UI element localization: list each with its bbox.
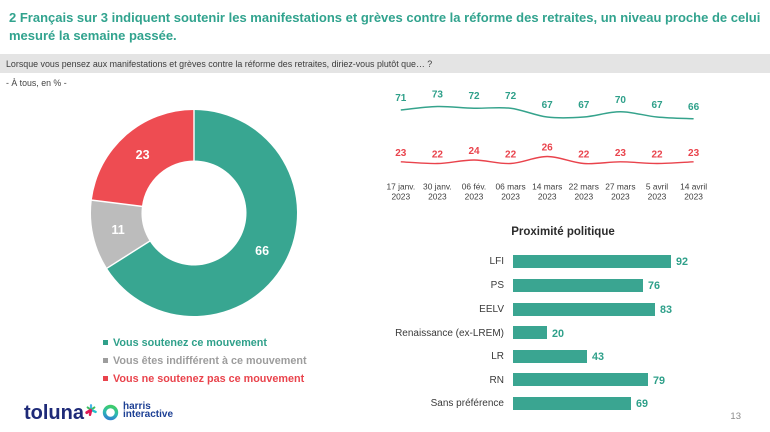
svg-text:2023: 2023 xyxy=(465,192,484,202)
svg-text:2023: 2023 xyxy=(611,192,630,202)
svg-text:22: 22 xyxy=(578,150,590,161)
svg-text:2023: 2023 xyxy=(648,192,667,202)
svg-text:14 avril: 14 avril xyxy=(680,182,707,192)
svg-text:23: 23 xyxy=(688,148,700,159)
svg-text:23: 23 xyxy=(136,148,150,162)
svg-text:23: 23 xyxy=(395,148,407,159)
svg-text:2023: 2023 xyxy=(391,192,410,202)
svg-text:14 mars: 14 mars xyxy=(532,182,562,192)
svg-text:2023: 2023 xyxy=(501,192,520,202)
svg-text:71: 71 xyxy=(395,93,407,104)
svg-text:22 mars: 22 mars xyxy=(569,182,599,192)
svg-text:30 janv.: 30 janv. xyxy=(423,182,452,192)
svg-text:2023: 2023 xyxy=(574,192,593,202)
svg-text:67: 67 xyxy=(578,100,590,111)
svg-text:72: 72 xyxy=(468,91,480,102)
svg-text:17 janv.: 17 janv. xyxy=(386,182,415,192)
svg-text:24: 24 xyxy=(468,146,480,157)
svg-text:26: 26 xyxy=(542,143,554,154)
svg-text:72: 72 xyxy=(505,91,517,102)
svg-text:67: 67 xyxy=(651,100,663,111)
svg-text:2023: 2023 xyxy=(684,192,703,202)
svg-text:66: 66 xyxy=(688,102,700,113)
svg-text:67: 67 xyxy=(542,100,554,111)
svg-text:22: 22 xyxy=(432,150,444,161)
svg-text:5 avril: 5 avril xyxy=(646,182,668,192)
svg-text:70: 70 xyxy=(615,95,627,106)
svg-text:23: 23 xyxy=(615,148,627,159)
svg-text:73: 73 xyxy=(432,90,444,101)
svg-text:2023: 2023 xyxy=(538,192,557,202)
svg-text:06 mars: 06 mars xyxy=(495,182,525,192)
svg-text:27 mars: 27 mars xyxy=(605,182,635,192)
svg-text:11: 11 xyxy=(111,223,124,237)
svg-text:66: 66 xyxy=(255,244,269,258)
svg-text:22: 22 xyxy=(505,150,517,161)
svg-text:22: 22 xyxy=(651,150,663,161)
svg-text:06 fév.: 06 fév. xyxy=(462,182,487,192)
svg-text:2023: 2023 xyxy=(428,192,447,202)
